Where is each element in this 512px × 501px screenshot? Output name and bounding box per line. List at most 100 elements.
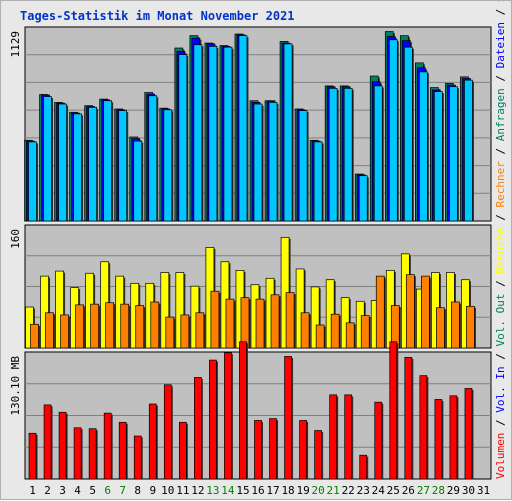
bar-seiten-day-29 (449, 86, 458, 222)
bar-rechner-day-27 (421, 275, 430, 349)
side-label-besuche: Besuche (494, 227, 507, 273)
x-tick-day-1: 1 (29, 484, 36, 497)
x-tick-day-9: 9 (149, 484, 156, 497)
side-separator: / (494, 413, 507, 433)
bar-rechner-day-30 (466, 305, 475, 349)
side-separator: / (494, 68, 507, 88)
bar-vol-in-day-18 (284, 356, 292, 480)
bar-seiten-day-24 (373, 85, 383, 222)
bar-vol-in-day-22 (344, 394, 353, 480)
bar-besuche-day-11 (175, 272, 185, 349)
bar-rechner-day-29 (451, 301, 460, 349)
side-separator: / (494, 141, 507, 161)
bar-seiten-day-7 (118, 110, 128, 222)
bar-rechner-day-1 (30, 323, 39, 349)
x-axis-tick-labels: 1 2 3 4 5 6 7 8 9 10 11 12 13 14 15 16 17 18 19 20 21 22 23 24 2… (29, 484, 490, 497)
bar-vol-in-day-24 (374, 401, 383, 480)
bar-vol-in-day-3 (58, 411, 67, 480)
bar-vol-in-day-17 (269, 418, 277, 480)
bar-vol-in-day-6 (103, 412, 112, 480)
bar-rechner-day-19 (300, 312, 310, 349)
bar-vol-in-day-21 (329, 394, 338, 480)
bar-vol-in-day-11 (178, 421, 187, 480)
bar-vol-in-day-12 (194, 377, 202, 480)
x-tick-day-2: 2 (44, 484, 51, 497)
bar-rechner-day-24 (375, 275, 385, 349)
x-tick-day-17: 17 (266, 484, 279, 497)
chart-title: Tages-Statistik im Monat November 2021 (20, 9, 295, 23)
x-tick-day-28: 28 (432, 484, 445, 497)
bar-rechner-day-14 (225, 298, 235, 349)
bar-seiten-day-10 (163, 109, 173, 222)
x-tick-day-12: 12 (191, 484, 204, 497)
bar-seiten-day-23 (358, 175, 368, 222)
side-label-vol-out: Vol. Out (494, 294, 507, 347)
bar-rechner-day-9 (150, 301, 160, 349)
bar-seiten-day-16 (253, 103, 263, 222)
bar-besuche-day-21 (325, 279, 335, 349)
x-tick-day-5: 5 (89, 484, 96, 497)
side-label-rechner: Rechner (494, 161, 507, 208)
side-separator: / (494, 347, 507, 367)
bar-rechner-day-22 (345, 322, 355, 349)
x-tick-day-30: 30 (462, 484, 475, 497)
bar-rechner-day-23 (360, 315, 370, 349)
x-tick-day-16: 16 (251, 484, 264, 497)
bar-besuche-day-10 (160, 272, 170, 349)
bar-rechner-day-17 (270, 294, 280, 349)
x-tick-day-19: 19 (296, 484, 309, 497)
bar-besuche-day-20 (310, 286, 320, 349)
bar-vol-in-day-27 (419, 375, 428, 480)
bar-seiten-day-11 (178, 54, 188, 222)
side-separator: / (494, 274, 507, 294)
x-tick-day-11: 11 (176, 484, 189, 497)
bar-vol-in-day-29 (449, 395, 458, 480)
bar-vol-in-day-30 (464, 388, 473, 480)
x-tick-day-6: 6 (104, 484, 111, 497)
bar-vol-in-day-15 (239, 341, 247, 480)
x-tick-day-3: 3 (59, 484, 66, 497)
bar-vol-in-day-9 (148, 403, 157, 480)
bar-rechner-day-12 (195, 312, 205, 349)
bar-rechner-day-20 (315, 324, 325, 349)
x-tick-day-10: 10 (161, 484, 174, 497)
bar-rechner-day-13 (210, 290, 220, 349)
x-tick-day-21: 21 (327, 484, 340, 497)
bar-seiten-day-17 (268, 102, 278, 222)
x-tick-day-29: 29 (447, 484, 460, 497)
x-tick-day-15: 15 (236, 484, 249, 497)
bar-vol-in-day-7 (118, 421, 127, 480)
bar-vol-in-day-4 (73, 427, 82, 480)
bar-seiten-day-14 (223, 46, 233, 222)
bar-seiten-day-1 (28, 141, 37, 222)
bar-seiten-day-27 (419, 71, 428, 222)
side-label-volumen: Volumen (494, 433, 507, 479)
bar-rechner-day-3 (60, 314, 69, 349)
side-separator: / (494, 2, 507, 22)
bar-seiten-day-9 (148, 95, 158, 222)
y-max-label: 160 (9, 229, 22, 249)
bar-rechner-day-26 (405, 274, 415, 349)
bar-seiten-day-8 (133, 140, 143, 222)
x-tick-day-23: 23 (357, 484, 370, 497)
panels-layer: 1129 160 130.10 MB (9, 26, 492, 480)
x-tick-day-26: 26 (402, 484, 415, 497)
x-tick-day-31: 31 (477, 484, 490, 497)
x-tick-day-14: 14 (221, 484, 235, 497)
bar-seiten-day-18 (283, 43, 293, 222)
x-tick-day-4: 4 (74, 484, 81, 497)
panel-middle: 160 (9, 224, 492, 349)
bar-vol-in-day-19 (299, 420, 307, 480)
x-tick-day-13: 13 (206, 484, 219, 497)
bar-rechner-day-7 (120, 303, 130, 349)
bar-vol-in-day-1 (28, 432, 37, 480)
bar-vol-in-day-16 (254, 420, 262, 480)
bar-vol-in-day-10 (163, 384, 172, 480)
bar-rechner-day-28 (436, 307, 445, 349)
bar-seiten-day-30 (464, 79, 473, 222)
bar-seiten-day-15 (238, 35, 248, 222)
bar-seiten-day-13 (208, 46, 218, 222)
bar-rechner-day-15 (240, 297, 250, 349)
